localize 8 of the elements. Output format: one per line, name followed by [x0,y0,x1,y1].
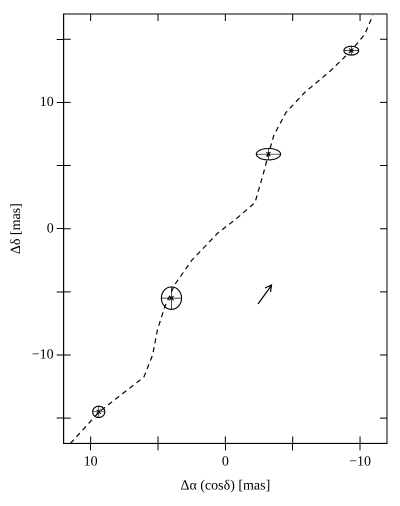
y-axis-title: Δδ [mas] [9,203,24,254]
x-tick-label: 10 [84,454,98,470]
y-tick-label: −10 [32,348,54,363]
x-axis-title: Δα (cosδ) [mas] [180,478,270,494]
y-tick-label: 0 [46,221,54,236]
y-tick-label: 10 [40,95,54,110]
x-tick-label: 0 [222,454,229,470]
x-tick-label: −10 [349,454,372,470]
